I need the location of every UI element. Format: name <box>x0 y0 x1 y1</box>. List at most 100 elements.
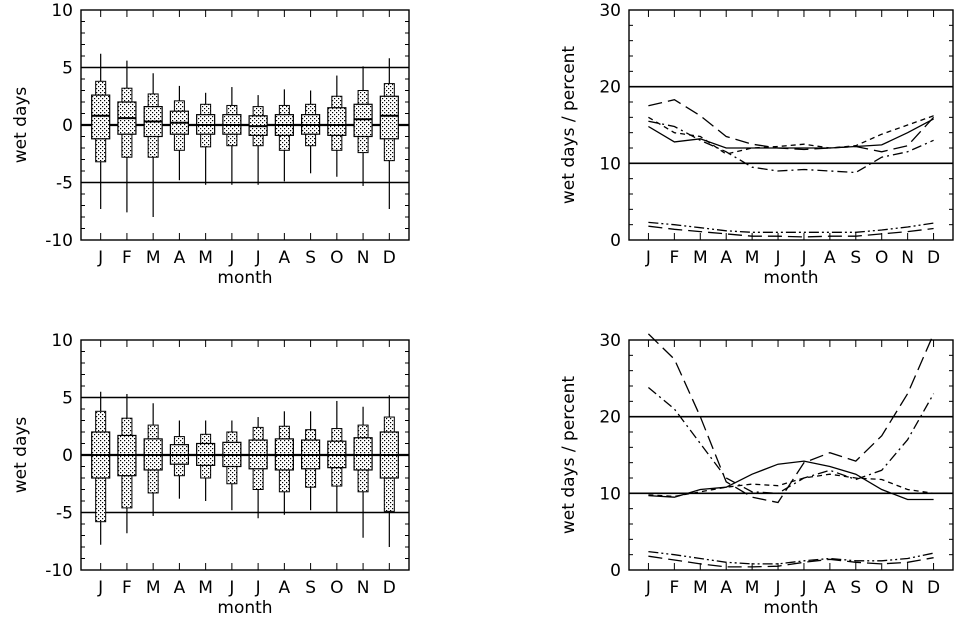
x-tick-label: M <box>693 578 708 598</box>
series-line-1 <box>648 460 934 501</box>
y-tick-label: 30 <box>599 1 621 21</box>
x-tick-label: A <box>720 248 732 268</box>
x-tick-label: S <box>305 578 316 598</box>
box-J <box>91 391 111 545</box>
box-N <box>353 66 373 186</box>
y-tick-label: 10 <box>51 331 73 351</box>
series-line-5 <box>648 225 934 238</box>
x-tick-label: J <box>255 248 261 268</box>
x-tick-label: A <box>174 578 186 598</box>
y-tick-label: 5 <box>62 59 73 79</box>
series-line-3 <box>647 386 935 494</box>
x-tick-label: O <box>330 248 343 268</box>
x-tick-label: A <box>174 248 186 268</box>
box-M <box>196 92 216 185</box>
x-tick-label: M <box>745 248 760 268</box>
box-J <box>248 417 268 519</box>
x-tick-label: F <box>122 578 132 598</box>
box-inner <box>353 103 373 138</box>
x-tick-label: D <box>927 248 940 268</box>
x-tick-label: J <box>97 248 103 268</box>
box-S <box>301 90 321 174</box>
x-tick-label: J <box>800 248 806 268</box>
y-tick-label: 20 <box>599 78 621 98</box>
x-tick-label: S <box>305 248 316 268</box>
x-tick-label: J <box>775 248 781 268</box>
y-tick-label: 0 <box>610 231 621 251</box>
y-tick-label: 10 <box>599 484 621 504</box>
x-tick-label: J <box>97 578 103 598</box>
y-tick-label: -10 <box>45 231 73 251</box>
series-line-2 <box>647 333 935 504</box>
series-line-6 <box>648 550 934 565</box>
x-tick-label: J <box>800 578 806 598</box>
box-J <box>222 87 242 185</box>
x-tick-label: F <box>122 248 132 268</box>
box-inner <box>327 107 347 136</box>
x-tick-label: A <box>720 578 732 598</box>
box-J <box>91 53 111 209</box>
x-axis-label: month <box>217 268 272 288</box>
series-line-6 <box>648 221 934 233</box>
y-tick-label: 10 <box>51 1 73 21</box>
box-D <box>379 58 399 209</box>
x-tick-label: A <box>824 248 836 268</box>
y-tick-label: 0 <box>62 116 73 136</box>
y-tick-label: 0 <box>62 446 73 466</box>
y-axis-label: wet days <box>11 87 31 164</box>
box-N <box>353 406 373 538</box>
series-line-5 <box>648 555 934 568</box>
plot-frame <box>628 339 954 571</box>
x-axis-label: month <box>763 598 818 618</box>
x-tick-label: J <box>645 248 651 268</box>
x-tick-label: M <box>693 248 708 268</box>
y-tick-label: 20 <box>599 408 621 428</box>
x-axis-label: month <box>217 598 272 618</box>
box-M <box>143 73 163 217</box>
y-axis-label: wet days / percent <box>559 376 579 535</box>
x-tick-label: D <box>383 578 396 598</box>
y-tick-label: 30 <box>599 331 621 351</box>
x-tick-label: A <box>279 578 291 598</box>
series-line-4 <box>648 115 934 155</box>
x-axis-label: month <box>763 268 818 288</box>
x-tick-label: M <box>198 248 213 268</box>
x-tick-label: F <box>669 578 679 598</box>
x-tick-label: J <box>775 578 781 598</box>
series-line-3 <box>648 120 934 174</box>
box-S <box>301 411 321 511</box>
x-tick-label: A <box>824 578 836 598</box>
x-tick-label: O <box>875 248 888 268</box>
x-tick-label: M <box>146 248 161 268</box>
x-tick-label: D <box>927 578 940 598</box>
x-tick-label: J <box>228 578 234 598</box>
x-tick-label: N <box>901 248 914 268</box>
x-tick-label: J <box>228 248 234 268</box>
x-tick-label: M <box>198 578 213 598</box>
box-J <box>248 95 268 185</box>
box-A <box>169 85 189 181</box>
x-tick-label: A <box>279 248 291 268</box>
x-tick-label: F <box>669 248 679 268</box>
y-axis-label: wet days <box>11 417 31 494</box>
box-inner <box>353 437 373 471</box>
series-line-4 <box>648 473 934 498</box>
y-tick-label: -10 <box>45 561 73 581</box>
box-M <box>143 403 163 516</box>
box-F <box>117 394 137 534</box>
x-tick-label: M <box>146 578 161 598</box>
y-tick-label: 10 <box>599 154 621 174</box>
box-A <box>274 411 294 515</box>
x-tick-label: O <box>330 578 343 598</box>
box-J <box>222 420 242 511</box>
y-tick-label: 5 <box>62 389 73 409</box>
box-M <box>196 420 216 501</box>
y-tick-label: -5 <box>56 504 73 524</box>
box-inner <box>91 94 111 140</box>
x-tick-label: N <box>357 248 370 268</box>
box-F <box>117 60 137 213</box>
series-line-2 <box>648 99 935 153</box>
